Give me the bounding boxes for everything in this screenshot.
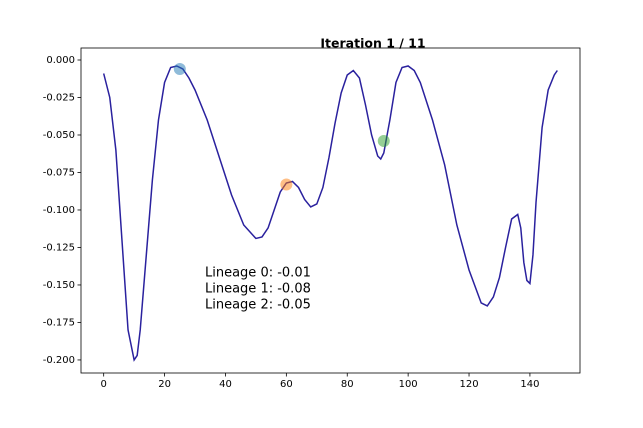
chart-title: Iteration 1 / 11 bbox=[320, 36, 425, 51]
plot-frame bbox=[80, 47, 581, 374]
x-tick-label: 20 bbox=[158, 379, 171, 390]
annotation: Lineage 1: -0.08 bbox=[205, 282, 311, 297]
point bbox=[377, 134, 390, 147]
y-tick-label: -0.200 bbox=[43, 355, 75, 366]
point bbox=[280, 178, 293, 191]
x-tick-label: 0 bbox=[100, 379, 106, 390]
y-tick-label: -0.100 bbox=[43, 205, 75, 216]
x-tick-label: 140 bbox=[520, 379, 539, 390]
x-tick-label: 60 bbox=[280, 379, 293, 390]
annotation: Lineage 0: -0.01 bbox=[205, 266, 311, 281]
x-tick-label: 40 bbox=[219, 379, 232, 390]
y-tick-label: -0.175 bbox=[43, 317, 75, 328]
point bbox=[173, 62, 186, 75]
y-tick-label: -0.050 bbox=[43, 130, 75, 141]
y-tick-label: -0.125 bbox=[43, 242, 75, 253]
y-tick-label: -0.025 bbox=[43, 92, 75, 103]
line bbox=[102, 65, 558, 362]
x-tick-label: 100 bbox=[399, 379, 418, 390]
x-tick-label: 120 bbox=[459, 379, 478, 390]
y-tick-label: 0.000 bbox=[46, 55, 75, 66]
x-tick-label: 80 bbox=[341, 379, 354, 390]
y-tick-label: -0.150 bbox=[43, 280, 75, 291]
y-tick-label: -0.075 bbox=[43, 167, 75, 178]
annotation: Lineage 2: -0.05 bbox=[205, 298, 311, 313]
